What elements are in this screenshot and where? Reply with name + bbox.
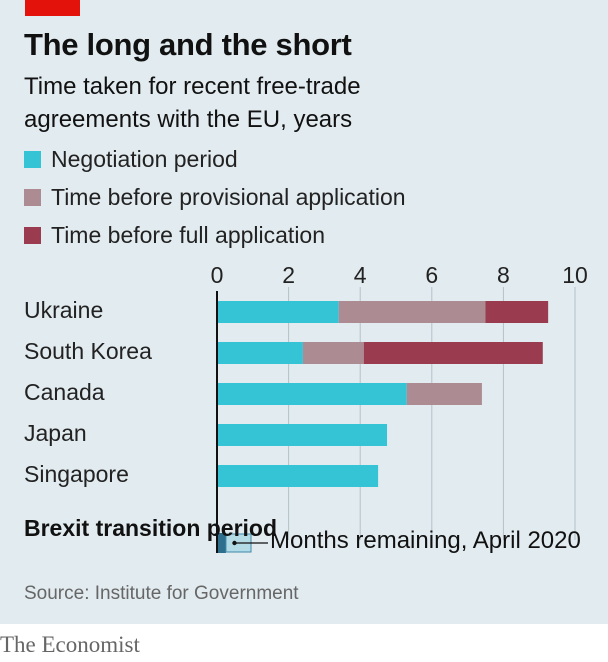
x-tick-label: 8: [497, 262, 510, 288]
legend-item-negotiation: Negotiation period: [24, 146, 238, 173]
x-tick-label: 2: [282, 262, 295, 288]
category-label: Singapore: [24, 461, 129, 487]
bar-segment: [217, 342, 303, 364]
chart-subtitle: Time taken for recent free-trade agreeme…: [24, 73, 361, 133]
legend-swatch-full: [24, 227, 41, 244]
category-label: Ukraine: [24, 297, 103, 323]
bar-segment: [302, 342, 364, 364]
bar-segment: [217, 424, 388, 446]
chart-title: The long and the short: [24, 27, 352, 62]
bar-segment: [485, 301, 549, 323]
category-label: Canada: [24, 379, 105, 405]
bar-segment: [217, 465, 379, 487]
legend-item-full: Time before full application: [24, 222, 325, 249]
category-label: South Korea: [24, 338, 152, 364]
bar-chart: 0 2 4 6 8 10 Ukraine South Korea Canada Japan Sing…: [24, 262, 588, 553]
brand-wordmark: The Economist: [0, 632, 140, 657]
x-tick-label: 4: [354, 262, 367, 288]
x-tick-label: 10: [562, 262, 588, 288]
legend-label-full: Time before full application: [51, 222, 326, 248]
brexit-elapsed-bar: [217, 533, 226, 553]
bar-segment: [406, 383, 482, 405]
brexit-transition-label: Brexit transition period: [24, 515, 278, 541]
source-note: Source: Institute for Government: [24, 583, 299, 604]
category-label: Japan: [24, 420, 87, 446]
bar-segment: [363, 342, 543, 364]
legend-label-provisional: Time before provisional application: [51, 184, 406, 210]
bar-segment: [338, 301, 486, 323]
bar-segment: [217, 383, 407, 405]
legend-item-provisional: Time before provisional application: [24, 184, 406, 211]
x-tick-label: 6: [425, 262, 438, 288]
legend-swatch-provisional: [24, 189, 41, 206]
months-remaining-label: Months remaining, April 2020: [270, 527, 581, 554]
brand-red-tag: [25, 0, 80, 16]
legend-swatch-negotiation: [24, 151, 41, 168]
bar-segment: [217, 301, 339, 323]
legend-label-negotiation: Negotiation period: [51, 146, 238, 172]
chart-panel: The long and the short Time taken for re…: [0, 0, 608, 624]
x-tick-label: 0: [211, 262, 224, 288]
